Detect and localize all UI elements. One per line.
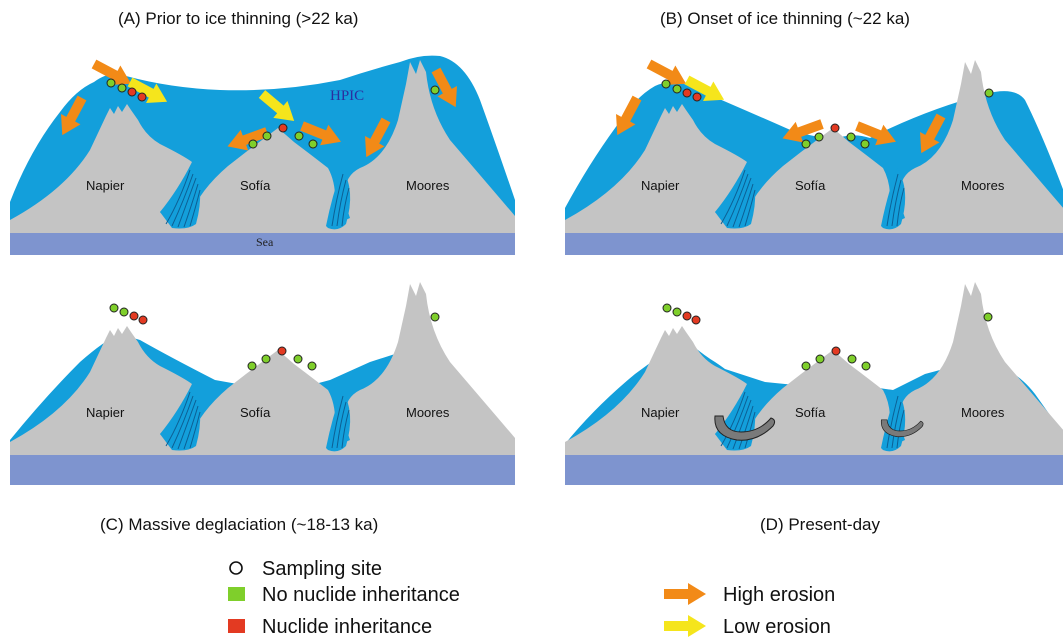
sampling-site-no-inheritance bbox=[662, 303, 672, 313]
mountain-label-moores: Moores bbox=[961, 405, 1005, 420]
sampling-site-no-inheritance bbox=[815, 354, 825, 364]
sampling-site-inheritance bbox=[830, 123, 840, 133]
sampling-site-no-inheritance bbox=[430, 312, 440, 322]
mountain-label-moores: Moores bbox=[406, 405, 450, 420]
sampling-site-no-inheritance bbox=[106, 78, 116, 88]
sampling-site-no-inheritance bbox=[801, 361, 811, 371]
sampling-site-inheritance bbox=[692, 92, 702, 102]
no-inheritance-swatch bbox=[228, 587, 245, 601]
sampling-site-symbol bbox=[229, 561, 243, 575]
panel-b: Napier Sofía Moores bbox=[565, 54, 1063, 255]
sampling-site-inheritance bbox=[682, 311, 692, 321]
sampling-site-inheritance bbox=[277, 346, 287, 356]
sampling-site-no-inheritance bbox=[261, 354, 271, 364]
sampling-site-inheritance bbox=[138, 315, 148, 325]
sampling-site-inheritance bbox=[691, 315, 701, 325]
sampling-site-no-inheritance bbox=[847, 354, 857, 364]
mountain-label-napier: Napier bbox=[641, 178, 680, 193]
sampling-site-no-inheritance bbox=[117, 83, 127, 93]
mountain-label-sofia: Sofía bbox=[240, 405, 271, 420]
sampling-site-no-inheritance bbox=[109, 303, 119, 313]
sampling-site-no-inheritance bbox=[119, 307, 129, 317]
sampling-site-no-inheritance bbox=[861, 361, 871, 371]
sampling-site-inheritance bbox=[278, 123, 288, 133]
panel-title-b: (B) Onset of ice thinning (~22 ka) bbox=[660, 9, 910, 28]
legend: Sampling site No nuclide inheritance Nuc… bbox=[228, 558, 835, 638]
legend-high-erosion: High erosion bbox=[723, 584, 835, 606]
sampling-site-no-inheritance bbox=[308, 139, 318, 149]
sampling-site-inheritance bbox=[129, 311, 139, 321]
sampling-site-inheritance bbox=[137, 92, 147, 102]
sampling-site-no-inheritance bbox=[860, 139, 870, 149]
legend-no-inheritance: No nuclide inheritance bbox=[262, 584, 460, 606]
mountain-label-sofia: Sofía bbox=[795, 405, 826, 420]
inheritance-swatch bbox=[228, 619, 245, 633]
legend-inheritance: Nuclide inheritance bbox=[262, 616, 432, 638]
sampling-site-no-inheritance bbox=[293, 354, 303, 364]
mountain-label-sofia: Sofía bbox=[240, 178, 271, 193]
panel-d: Napier Sofía Moores bbox=[565, 282, 1063, 485]
sampling-site-no-inheritance bbox=[661, 79, 671, 89]
panel-a: Sea HPIC Napier Sofía Moores bbox=[10, 54, 515, 255]
mountain-label-sofia: Sofía bbox=[795, 178, 826, 193]
sea-band bbox=[565, 455, 1063, 485]
sampling-site-no-inheritance bbox=[307, 361, 317, 371]
panel-c: Napier Sofía Moores bbox=[10, 282, 515, 485]
sampling-site-no-inheritance bbox=[672, 84, 682, 94]
sampling-site-no-inheritance bbox=[430, 85, 440, 95]
sampling-site-no-inheritance bbox=[814, 132, 824, 142]
sampling-site-no-inheritance bbox=[846, 132, 856, 142]
mountain-label-napier: Napier bbox=[86, 405, 125, 420]
mountain-label-moores: Moores bbox=[961, 178, 1005, 193]
sampling-site-no-inheritance bbox=[984, 88, 994, 98]
legend-low-erosion: Low erosion bbox=[723, 616, 831, 638]
sampling-site-no-inheritance bbox=[262, 131, 272, 141]
legend-sampling-site: Sampling site bbox=[262, 558, 382, 580]
sampling-site-inheritance bbox=[682, 88, 692, 98]
panel-title-c: (C) Massive deglaciation (~18-13 ka) bbox=[100, 515, 378, 534]
sea-band bbox=[10, 233, 515, 255]
rock-mass bbox=[565, 282, 1063, 455]
sampling-site-inheritance bbox=[127, 87, 137, 97]
mountain-label-napier: Napier bbox=[86, 178, 125, 193]
sampling-site-no-inheritance bbox=[294, 131, 304, 141]
high-erosion-arrow-swatch bbox=[664, 583, 706, 605]
low-erosion-arrow-swatch bbox=[664, 615, 706, 637]
sampling-site-no-inheritance bbox=[983, 312, 993, 322]
sampling-site-no-inheritance bbox=[247, 361, 257, 371]
panel-title-d: (D) Present-day bbox=[760, 515, 880, 534]
panel-title-a: (A) Prior to ice thinning (>22 ka) bbox=[118, 9, 358, 28]
sampling-site-no-inheritance bbox=[801, 139, 811, 149]
sampling-site-no-inheritance bbox=[672, 307, 682, 317]
sea-label: Sea bbox=[256, 235, 274, 249]
mountain-label-napier: Napier bbox=[641, 405, 680, 420]
sea-band bbox=[10, 455, 515, 485]
sea-band bbox=[565, 233, 1063, 255]
hpic-label: HPIC bbox=[330, 88, 364, 104]
mountain-label-moores: Moores bbox=[406, 178, 450, 193]
sampling-site-inheritance bbox=[831, 346, 841, 356]
sampling-site-no-inheritance bbox=[248, 139, 258, 149]
